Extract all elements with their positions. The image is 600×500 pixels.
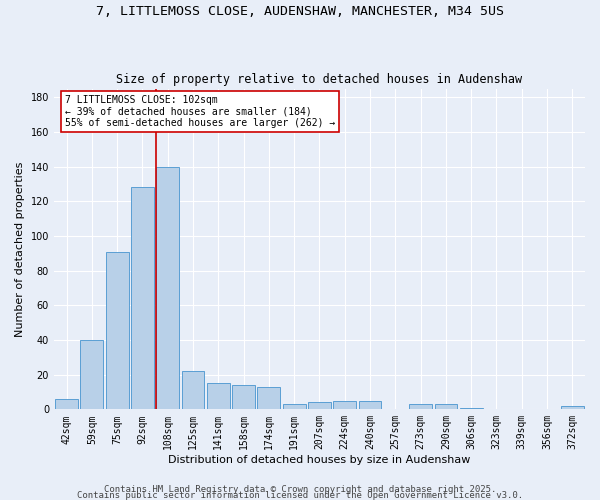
Bar — [80, 340, 103, 409]
Bar — [561, 406, 584, 409]
Bar — [283, 404, 305, 409]
Text: Contains HM Land Registry data © Crown copyright and database right 2025.: Contains HM Land Registry data © Crown c… — [104, 484, 496, 494]
Bar — [182, 371, 205, 410]
Bar — [131, 188, 154, 410]
Text: 7 LITTLEMOSS CLOSE: 102sqm
← 39% of detached houses are smaller (184)
55% of sem: 7 LITTLEMOSS CLOSE: 102sqm ← 39% of deta… — [65, 95, 335, 128]
Bar — [359, 400, 382, 409]
Bar — [334, 400, 356, 409]
Bar — [434, 404, 457, 409]
Bar — [207, 384, 230, 409]
X-axis label: Distribution of detached houses by size in Audenshaw: Distribution of detached houses by size … — [168, 455, 470, 465]
Text: Contains public sector information licensed under the Open Government Licence v3: Contains public sector information licen… — [77, 490, 523, 500]
Text: 7, LITTLEMOSS CLOSE, AUDENSHAW, MANCHESTER, M34 5US: 7, LITTLEMOSS CLOSE, AUDENSHAW, MANCHEST… — [96, 5, 504, 18]
Bar — [55, 399, 78, 409]
Title: Size of property relative to detached houses in Audenshaw: Size of property relative to detached ho… — [116, 73, 523, 86]
Bar — [409, 404, 432, 409]
Y-axis label: Number of detached properties: Number of detached properties — [15, 162, 25, 336]
Bar — [460, 408, 482, 410]
Bar — [257, 387, 280, 409]
Bar — [232, 385, 255, 409]
Bar — [308, 402, 331, 409]
Bar — [157, 166, 179, 410]
Bar — [106, 252, 128, 410]
